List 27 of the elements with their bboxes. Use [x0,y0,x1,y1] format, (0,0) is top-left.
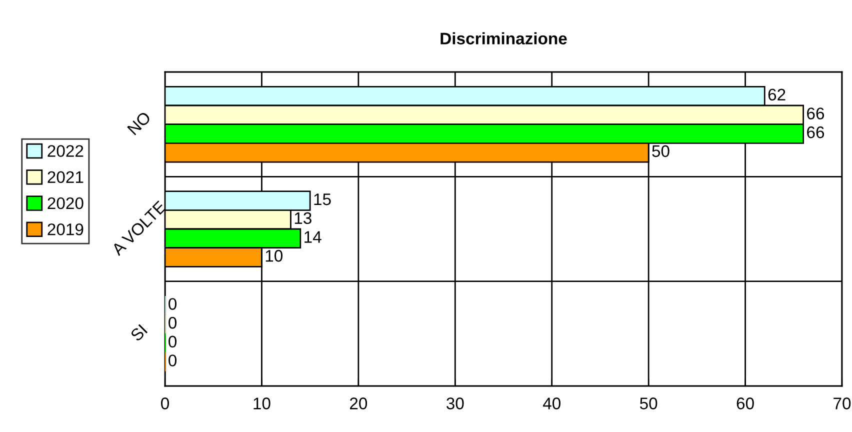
data-label: 0 [168,298,177,310]
legend-label: 2020 [48,197,84,210]
x-tick-label: 40 [542,398,560,410]
x-tick-label: 0 [161,398,169,410]
data-label: 0 [168,354,177,366]
data-label: 66 [807,126,824,138]
x-tick-label: 70 [834,398,851,410]
legend-label: 2021 [48,171,84,184]
x-tick-label: 30 [446,398,464,410]
x-tick-label: 10 [254,398,270,410]
data-label: 14 [304,231,322,243]
chart-title: Discriminazione [440,32,567,44]
data-label: 10 [266,250,282,262]
x-tick-label: 60 [736,398,754,410]
x-tick-label: 50 [640,398,658,410]
legend-label: 2019 [48,223,84,236]
y-tick-label: SI [130,324,148,342]
data-label: 13 [294,212,312,224]
data-label: 0 [168,316,177,329]
legend-label: 2022 [48,145,84,157]
data-label: 62 [768,88,786,101]
data-label: 15 [314,194,331,206]
data-label: 50 [652,145,670,158]
y-tick-label: NO [126,110,152,136]
data-label: 0 [168,336,177,348]
data-label: 66 [807,108,824,120]
x-tick-label: 20 [350,398,368,410]
